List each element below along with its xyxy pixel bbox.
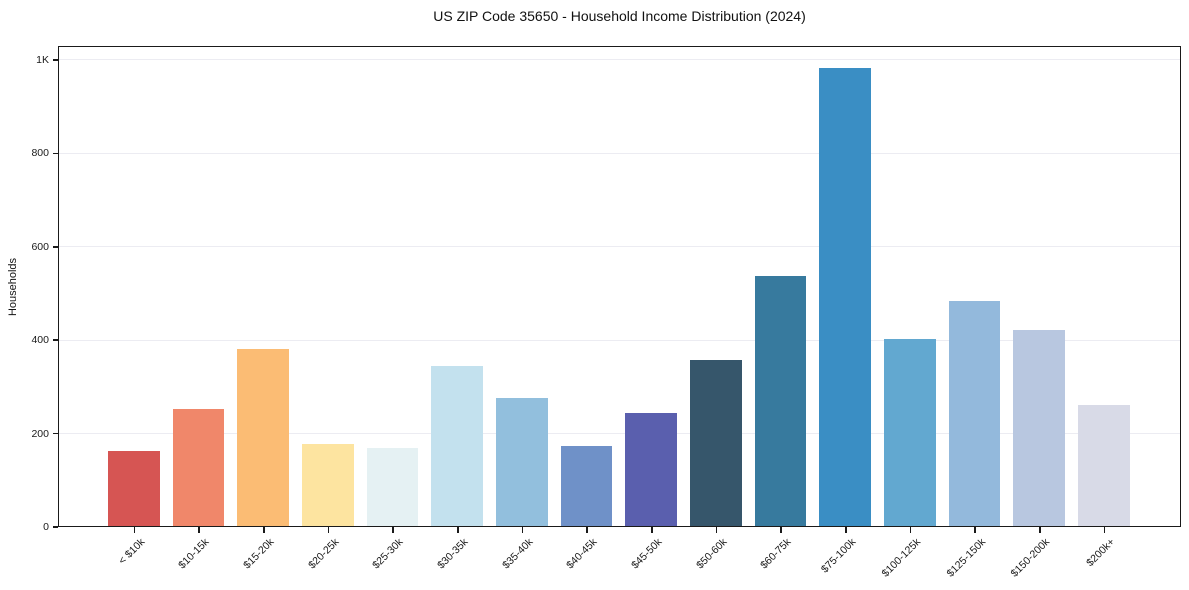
bar-75-100k (819, 68, 872, 526)
y-tick-mark (52, 246, 58, 248)
x-tick-mark (457, 527, 459, 533)
x-tick-label: $100-125k (879, 536, 923, 580)
gridline (59, 59, 1180, 61)
y-tick-label: 600 (31, 240, 49, 253)
x-tick-label: $40-45k (564, 536, 600, 572)
y-tick-label: 1K (36, 54, 49, 66)
x-tick-label: < $10k (115, 536, 147, 567)
x-tick-label: $20-25k (305, 536, 341, 572)
bar-10k (108, 451, 160, 526)
y-tick-mark (52, 432, 58, 435)
x-tick-mark (392, 527, 394, 533)
x-tick-mark (586, 527, 588, 533)
bar-10-15k (172, 409, 225, 526)
x-tick-mark (263, 527, 265, 533)
bar-30-35k (431, 366, 484, 526)
gridline (59, 339, 1180, 341)
bar-15-20k (237, 349, 290, 526)
x-tick-label: $60-75k (758, 536, 794, 572)
bar-40-45k (560, 445, 613, 526)
x-tick-mark (1039, 527, 1041, 533)
y-tick-label: 200 (31, 427, 49, 440)
y-axis-title: Households (7, 257, 19, 316)
y-tick-mark (52, 339, 58, 341)
x-tick-label: $45-50k (629, 536, 665, 572)
x-tick-mark (715, 527, 718, 533)
x-tick-mark (845, 527, 847, 533)
bar-150-200k (1013, 329, 1066, 526)
y-tick-label: 800 (31, 147, 49, 160)
gridline (59, 152, 1180, 154)
x-tick-label: $200k+ (1083, 536, 1117, 570)
x-tick-label: $125-150k (944, 536, 988, 580)
x-tick-label: $150-200k (1008, 536, 1053, 580)
bar-25-30k (366, 448, 419, 526)
y-axis-title-box: Households (4, 46, 22, 527)
x-tick-mark (651, 527, 653, 533)
bar-125-150k (948, 300, 1001, 526)
x-tick-label: $75-100k (818, 536, 859, 576)
y-tick-mark (52, 526, 58, 528)
gridline (59, 433, 1180, 434)
x-tick-mark (974, 527, 976, 533)
y-tick-label: 0 (43, 521, 49, 533)
y-tick-mark (52, 59, 58, 61)
x-tick-mark (521, 527, 524, 533)
x-tick-mark (909, 527, 912, 533)
x-tick-label: $35-40k (499, 536, 535, 572)
bar-20-25k (302, 444, 354, 526)
bar-200k (1078, 404, 1130, 526)
bar-50-60k (690, 359, 742, 526)
chart-title: US ZIP Code 35650 - Household Income Dis… (433, 8, 806, 24)
x-tick-label: $25-30k (370, 536, 406, 572)
x-tick-label: $30-35k (435, 536, 471, 572)
x-tick-mark (133, 527, 136, 533)
bar-35-40k (496, 398, 548, 526)
plot-area (58, 46, 1181, 527)
x-tick-label: $15-20k (241, 536, 277, 572)
x-tick-label: $50-60k (693, 536, 729, 572)
gridline (59, 246, 1180, 248)
x-tick-label: $10-15k (176, 536, 212, 572)
y-tick-mark (52, 152, 58, 155)
y-tick-label: 400 (31, 334, 49, 347)
bar-60-75k (754, 276, 807, 526)
x-tick-mark (1103, 527, 1106, 533)
x-tick-mark (327, 527, 330, 533)
bar-45-50k (625, 413, 678, 526)
x-tick-mark (198, 527, 200, 533)
bar-100-125k (884, 339, 936, 526)
x-tick-mark (780, 527, 782, 533)
